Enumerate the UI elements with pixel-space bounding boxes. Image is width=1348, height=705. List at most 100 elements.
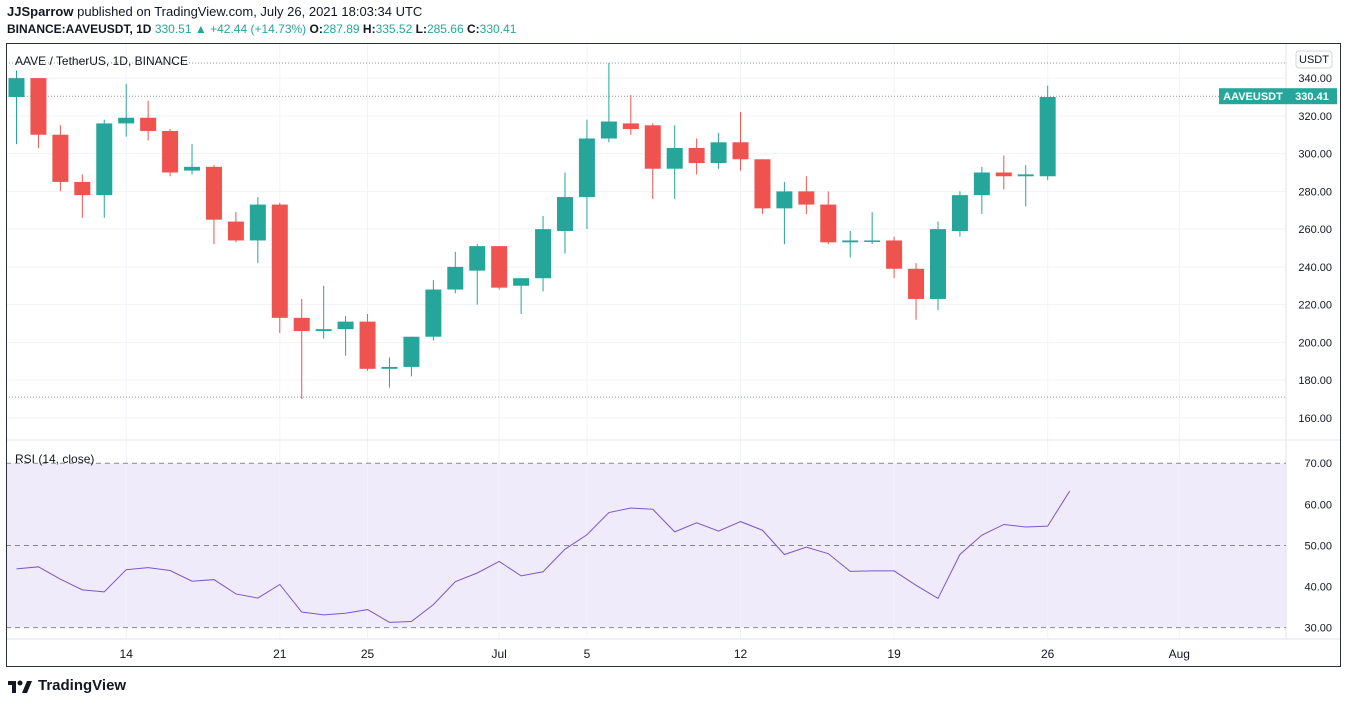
- candle-body: [973, 172, 990, 196]
- candle-body: [513, 278, 530, 286]
- low-value: 285.66: [426, 22, 464, 36]
- price-tick-label: 160.00: [1298, 413, 1332, 425]
- price-tick-label: 320.00: [1298, 111, 1332, 123]
- candle: [995, 155, 1012, 190]
- candle: [359, 314, 376, 371]
- time-tick-label: 19: [887, 647, 901, 661]
- candle: [973, 166, 990, 215]
- candle: [798, 176, 815, 215]
- candle: [205, 164, 222, 245]
- candle: [74, 174, 91, 218]
- candle: [30, 78, 47, 148]
- price-tick-label: 180.00: [1298, 375, 1332, 387]
- candle: [184, 144, 201, 175]
- candle-body: [1039, 96, 1056, 177]
- publish-info: JJSparrow published on TradingView.com, …: [7, 4, 422, 19]
- candle-body: [600, 121, 617, 139]
- chart-frame: [6, 43, 1341, 667]
- candle: [951, 191, 968, 237]
- candle: [600, 63, 617, 143]
- candle: [403, 336, 420, 377]
- candle: [622, 95, 639, 135]
- candle-body: [754, 159, 771, 209]
- candle-body: [557, 197, 573, 232]
- low-label: L:: [415, 22, 427, 36]
- tradingview-logo-icon: [8, 680, 32, 693]
- candle-body: [732, 142, 749, 160]
- high-label: H:: [362, 22, 376, 36]
- candle-body: [666, 147, 683, 169]
- published-text: published on TradingView.com, July 26, 2…: [77, 4, 423, 19]
- candle-body: [184, 166, 201, 171]
- candle: [293, 298, 310, 400]
- candle-body: [8, 78, 25, 97]
- candle: [140, 100, 157, 141]
- symbol-tag-label: AAVEUSDT: [1223, 91, 1283, 103]
- brand-text: TradingView: [38, 677, 127, 694]
- candle: [710, 132, 727, 169]
- price-change: +42.44 (+14.73%): [210, 22, 307, 36]
- candle: [249, 197, 266, 264]
- candle: [666, 125, 683, 199]
- chart-svg[interactable]: AAVE / TetherUS, 1D, BINANCE RSI (14, clo…: [6, 43, 1341, 667]
- candle-body: [337, 321, 354, 330]
- author-name[interactable]: JJSparrow: [7, 4, 74, 19]
- candle-body: [205, 166, 222, 220]
- price-tick-label: 200.00: [1298, 337, 1332, 349]
- candle: [469, 244, 486, 305]
- candle: [271, 202, 288, 333]
- rsi-tick-label: 70.00: [1304, 458, 1332, 470]
- symbol-label: BINANCE:AAVEUSDT, 1D: [7, 22, 152, 36]
- candle-body: [908, 268, 925, 299]
- candle: [929, 221, 946, 311]
- candle: [908, 263, 925, 320]
- candle-body: [820, 204, 837, 243]
- candle-body: [271, 204, 288, 318]
- candle: [842, 231, 859, 258]
- rsi-tick-label: 60.00: [1304, 499, 1332, 511]
- candle-body: [886, 240, 903, 269]
- price-tick-label: 280.00: [1298, 186, 1332, 198]
- candle-body: [578, 138, 595, 198]
- candle: [732, 112, 749, 171]
- open-value: 287.89: [322, 22, 360, 36]
- candle-body: [249, 204, 266, 241]
- candle-body: [403, 336, 420, 367]
- candle: [118, 83, 135, 137]
- candle-body: [118, 117, 135, 124]
- symbol-ohlc-line: BINANCE:AAVEUSDT, 1D 330.51 ▲ +42.44 (+1…: [7, 22, 516, 36]
- time-tick-label: 26: [1041, 647, 1055, 661]
- time-tick-label: Aug: [1169, 647, 1190, 661]
- candle-body: [381, 366, 398, 369]
- rsi-tick-label: 50.00: [1304, 540, 1332, 552]
- close-value: 330.41: [479, 22, 517, 36]
- candle: [864, 212, 881, 245]
- candle-body: [425, 289, 442, 337]
- candle-body: [995, 172, 1012, 177]
- candle-body: [162, 130, 179, 173]
- time-tick-label: 25: [361, 647, 375, 661]
- candle-body: [798, 191, 815, 205]
- price-tag-value: 330.41: [1295, 91, 1329, 103]
- candle: [886, 236, 903, 279]
- candle: [754, 159, 771, 215]
- rsi-tick-label: 30.00: [1304, 623, 1332, 635]
- candle: [315, 285, 332, 339]
- price-tick-label: 340.00: [1298, 73, 1332, 85]
- candle: [491, 246, 508, 290]
- change-indicator: ▲: [194, 22, 207, 36]
- candle: [227, 212, 244, 243]
- currency-label: USDT: [1299, 54, 1329, 66]
- candle: [337, 315, 354, 356]
- candle-body: [776, 191, 793, 209]
- candle-body: [140, 117, 157, 131]
- time-tick-label: 5: [584, 647, 591, 661]
- candle-body: [491, 246, 508, 288]
- candle: [688, 138, 705, 175]
- rsi-line: [16, 490, 1071, 623]
- open-label: O:: [309, 22, 323, 36]
- candle: [52, 125, 69, 192]
- close-label: C:: [467, 22, 480, 36]
- candle-body: [315, 329, 332, 332]
- candle-body: [447, 266, 464, 290]
